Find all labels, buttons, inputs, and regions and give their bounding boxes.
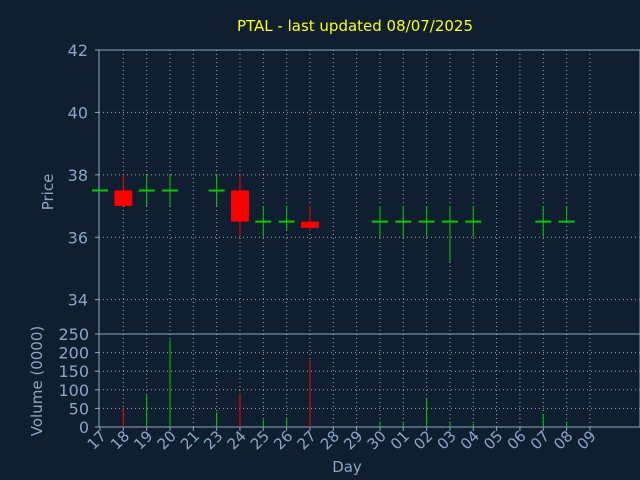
x-ticks: 1718192021232425262728293001020304050607… [84,427,600,453]
price-y-tick-label: 34 [68,291,88,310]
price-plot-frame [98,49,640,335]
x-tick-label: 20 [154,427,180,453]
volume-y-tick-label: 250 [58,325,89,344]
x-tick-label: 03 [434,427,460,453]
x-tick-label: 07 [527,427,553,453]
volume-y-tick-label: 200 [58,344,89,363]
price-axis-label: Price [39,174,57,211]
x-tick-label: 30 [364,427,390,453]
x-tick-label: 26 [270,427,296,453]
candle-body [300,221,319,228]
volume-axis-label: Volume (0000) [28,326,46,436]
volume-bars [122,339,568,427]
x-tick-label: 05 [480,427,506,453]
price-y-tick-label: 40 [68,103,88,122]
x-tick-label: 29 [340,427,366,453]
x-tick-label: 08 [550,427,576,453]
x-tick-label: 23 [200,427,226,453]
x-tick-label: 18 [107,427,133,453]
x-tick-label: 02 [410,427,436,453]
x-tick-label: 04 [457,427,483,453]
x-tick-label: 06 [504,427,530,453]
volume-plot-frame [98,333,640,428]
price-grid [99,50,640,334]
volume-y-tick-label: 150 [58,362,89,381]
x-axis-label: Day [332,458,362,476]
candles [92,174,575,263]
x-tick-label: 25 [247,427,273,453]
x-tick-label: 21 [177,427,203,453]
candle-body [230,190,249,222]
price-y-ticks: 42 40 38 36 34 [68,41,99,310]
volume-grid [99,334,640,427]
price-y-tick-label: 36 [68,228,88,247]
x-tick-label: 27 [294,427,320,453]
x-tick-label: 24 [224,427,250,453]
price-y-tick-label: 42 [68,41,88,60]
x-tick-label: 09 [574,427,600,453]
chart-title: PTAL - last updated 08/07/2025 [237,17,473,35]
volume-y-tick-label: 100 [58,381,89,400]
x-tick-label: 01 [387,427,413,453]
volume-y-tick-label: 50 [69,399,89,418]
x-tick-label: 28 [317,427,343,453]
x-tick-label: 19 [130,427,156,453]
candle-body [114,190,133,207]
price-y-tick-label: 38 [68,166,88,185]
volume-y-tick-label: 0 [79,418,89,437]
